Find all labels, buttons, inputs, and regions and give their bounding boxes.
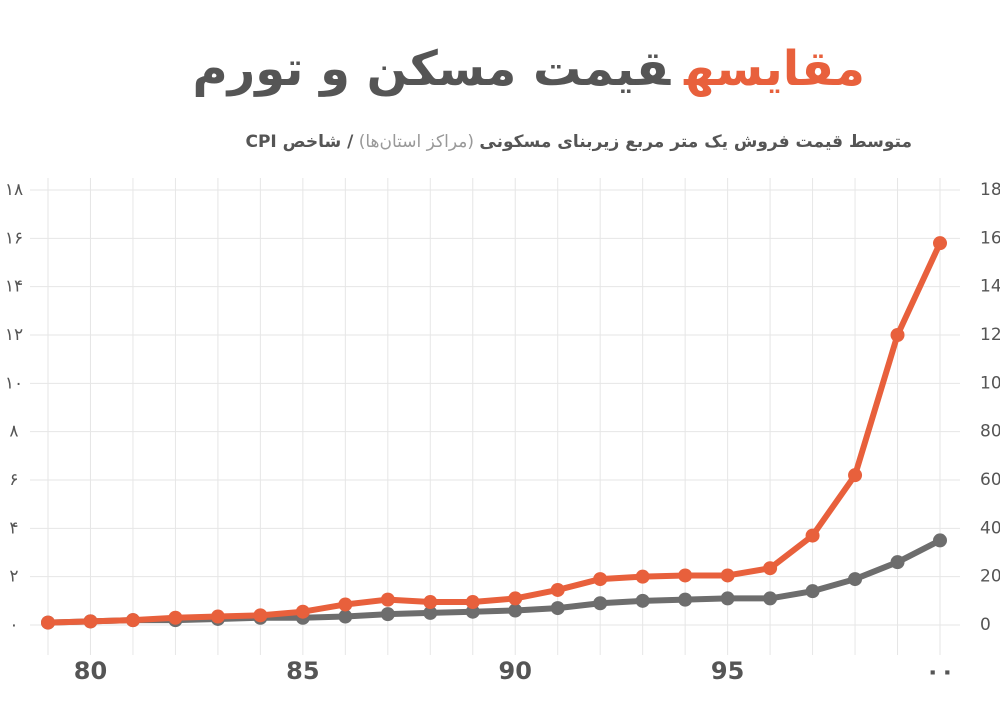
- data-point: [805, 528, 820, 543]
- y2-tick-label: 40: [980, 518, 1000, 538]
- data-point: [933, 533, 947, 548]
- y2-tick-label: 120: [980, 325, 1000, 345]
- data-point: [338, 609, 353, 624]
- data-point: [805, 584, 820, 599]
- data-point: [380, 607, 395, 622]
- y-tick-label: ۱۸: [5, 180, 23, 200]
- x-tick-label: 95: [711, 657, 744, 685]
- y2-tick-label: 60: [980, 470, 1000, 490]
- series-line: [47, 537, 942, 626]
- data-point: [508, 603, 523, 618]
- data-point: [763, 591, 778, 606]
- y-tick-label: ۱۲: [5, 325, 23, 345]
- y-tick-label: ۸: [9, 422, 18, 442]
- data-point: [210, 609, 225, 624]
- data-point: [890, 555, 905, 570]
- data-point: [593, 596, 608, 611]
- subtitle-part: (مراکز استان‌ها): [353, 132, 479, 152]
- data-point: [508, 591, 523, 606]
- data-point: [593, 572, 608, 587]
- series-line: [47, 241, 943, 626]
- data-point: [933, 236, 947, 251]
- data-point: [295, 604, 310, 619]
- x-tick-label: 85: [286, 657, 319, 685]
- chart-title: مقایسهقیمت مسکن و تورم: [192, 41, 865, 97]
- x-tick-label: ۰۰: [925, 657, 954, 685]
- data-point: [550, 582, 565, 597]
- data-point: [848, 572, 863, 587]
- data-point: [635, 569, 650, 584]
- x-tick-label: 90: [499, 657, 532, 685]
- data-point: [720, 568, 735, 583]
- y2-tick-label: 160: [980, 228, 1000, 248]
- data-point: [890, 328, 905, 342]
- y-tick-label: ۱۶: [5, 228, 23, 248]
- y-tick-label: ۶: [9, 470, 18, 490]
- data-point: [338, 597, 353, 612]
- data-point: [423, 605, 438, 620]
- y2-tick-label: 100: [980, 373, 1000, 393]
- x-tick-label: 80: [74, 657, 107, 685]
- y2-tick-label: 180: [980, 180, 1000, 200]
- data-point: [380, 592, 395, 607]
- y2-tick-label: 20: [980, 567, 1000, 587]
- data-point: [423, 595, 438, 610]
- y-tick-label: ۲: [9, 567, 18, 587]
- data-point: [720, 591, 735, 606]
- y2-tick-label: 0: [980, 615, 991, 635]
- data-point: [635, 593, 650, 608]
- data-point: [465, 604, 480, 619]
- y-tick-label: ۱۴: [5, 277, 23, 297]
- data-point: [83, 614, 98, 629]
- data-point: [678, 592, 693, 607]
- y-tick-label: ۰: [9, 615, 18, 635]
- subtitle-part: متوسط قیمت فروش یک متر مربع زیربنای مسکو…: [479, 132, 912, 152]
- y2-tick-label: 80: [980, 422, 1000, 442]
- data-point: [848, 468, 863, 483]
- data-point: [678, 568, 693, 583]
- data-point: [763, 561, 778, 576]
- data-point: [550, 601, 565, 616]
- y-tick-label: ۴: [9, 518, 18, 538]
- data-point: [41, 615, 55, 630]
- data-point: [168, 610, 183, 625]
- chart-subtitle: متوسط قیمت فروش یک متر مربع زیربنای مسکو…: [245, 132, 912, 152]
- title-rest: قیمت مسکن و تورم: [192, 41, 671, 97]
- y-tick-label: ۱۰: [5, 373, 23, 393]
- data-point: [465, 595, 480, 610]
- title-highlight: مقایسه: [683, 41, 865, 97]
- data-point: [125, 613, 140, 628]
- y2-tick-label: 140: [980, 277, 1000, 297]
- data-point: [253, 608, 268, 623]
- subtitle-part: / شاخص CPI: [245, 132, 354, 152]
